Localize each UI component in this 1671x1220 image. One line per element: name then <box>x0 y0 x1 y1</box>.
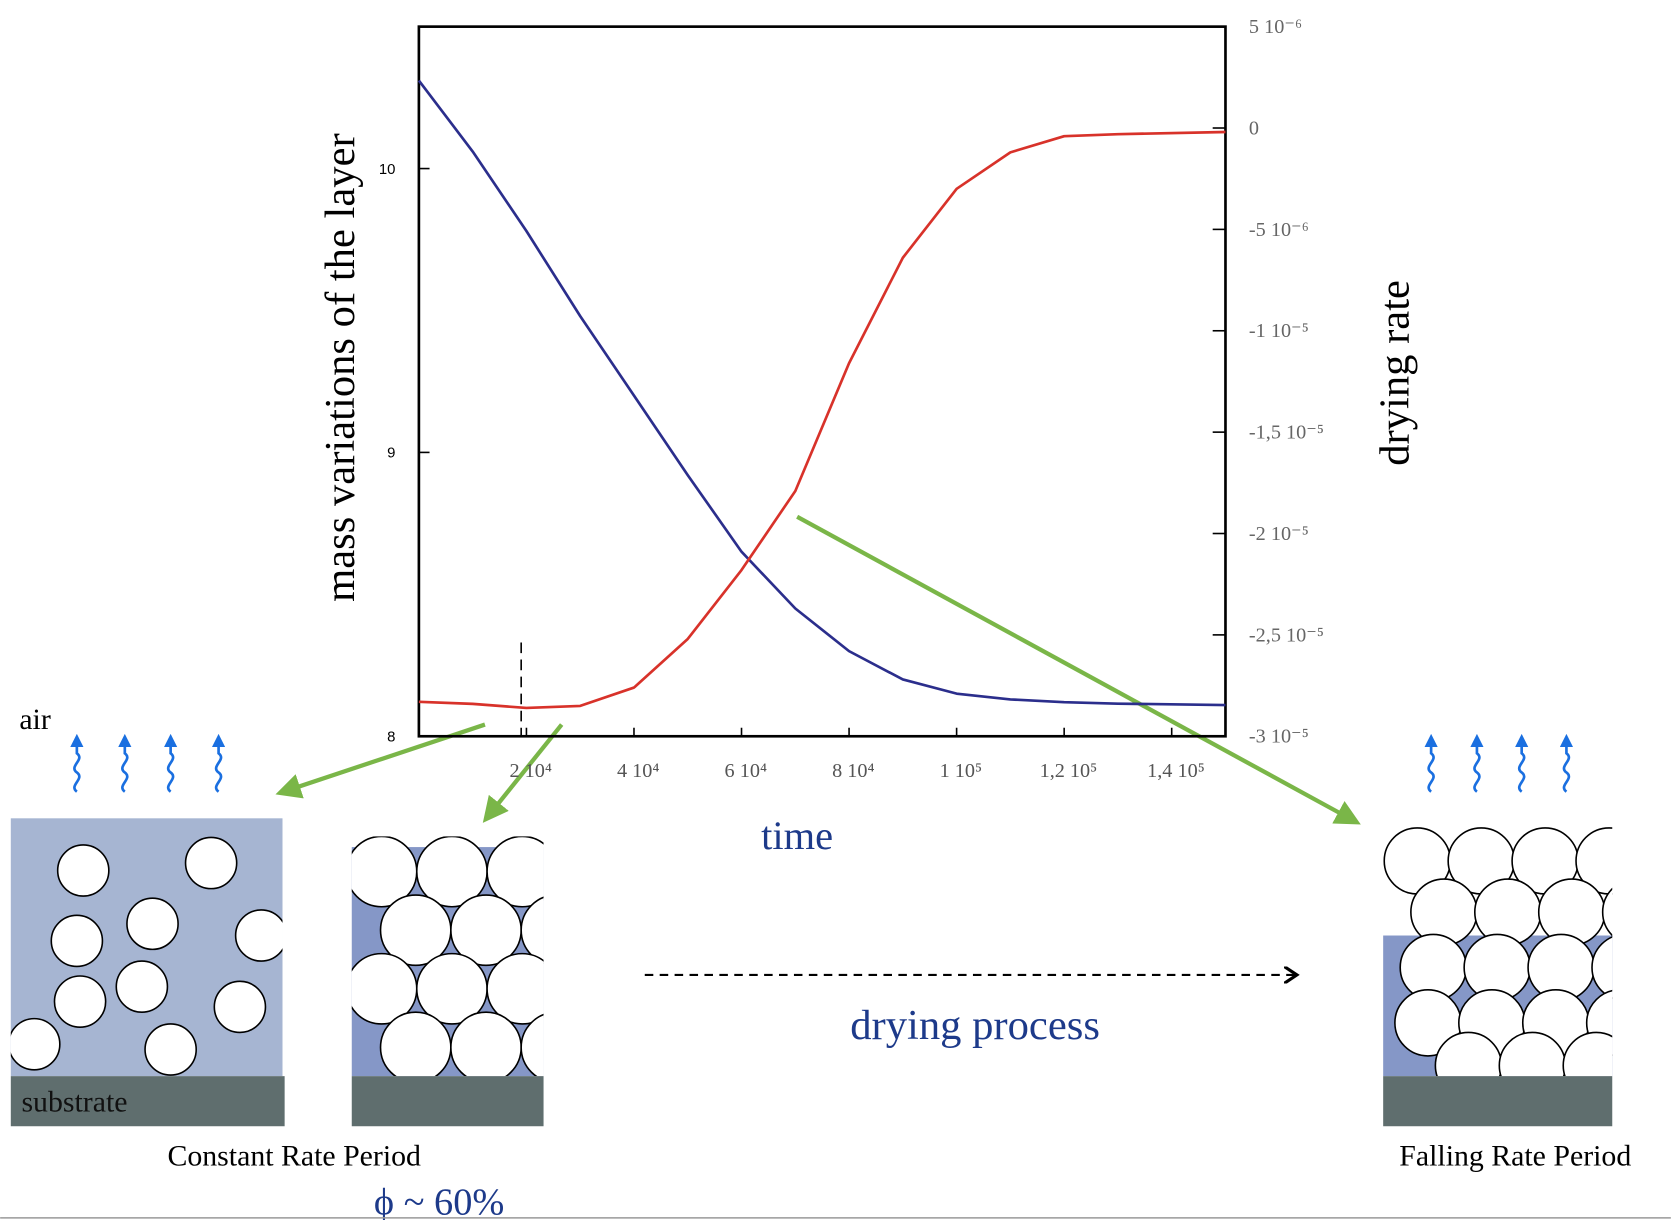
particle <box>379 1011 452 1077</box>
x-tick-label: 2 10⁴ <box>509 760 551 782</box>
evaporation-arrow <box>1470 733 1484 793</box>
particle <box>486 836 544 908</box>
particle <box>592 1012 662 1082</box>
particle <box>557 954 627 1024</box>
particle <box>450 1011 522 1077</box>
evaporation-arrow <box>163 733 178 793</box>
x-tick-label: 6 10⁴ <box>725 760 767 782</box>
plot-frame <box>417 25 1227 738</box>
evaporation-arrow <box>1515 733 1529 793</box>
particle <box>53 975 107 1028</box>
y-tick-label: 9 <box>387 446 395 462</box>
y2-tick-label: 5 10⁻⁶ <box>1249 16 1302 38</box>
evaporation-arrow <box>211 733 226 793</box>
x-tick-label: 1,2 10⁵ <box>1040 760 1098 782</box>
pointer-arrow <box>482 723 564 823</box>
particle <box>1410 878 1478 946</box>
particle <box>1601 887 1613 937</box>
evaporation-arrow <box>70 733 84 793</box>
series-line <box>418 130 1226 710</box>
x-axis-title: time <box>761 813 833 858</box>
particle <box>126 897 179 951</box>
particle <box>213 980 267 1034</box>
x-tick-label: 1 10⁵ <box>940 760 982 782</box>
pointer-arrow <box>275 722 486 799</box>
y2-tick-label: -2,5 10⁻⁵ <box>1249 624 1324 646</box>
y2-tick-label: -1 10⁻⁵ <box>1249 320 1309 342</box>
particle <box>520 896 544 964</box>
particle <box>1562 1031 1613 1077</box>
process-label: drying process <box>850 1002 1100 1049</box>
particle <box>115 960 169 1014</box>
evaporation-arrow <box>1424 733 1438 793</box>
stage-label: Falling Rate Period <box>1399 1140 1631 1173</box>
particle <box>184 836 238 890</box>
particle <box>10 1017 61 1071</box>
particle <box>56 844 110 897</box>
stage-label: Constant Rate Period <box>167 1140 421 1173</box>
x-tick-label: 1,4 10⁵ <box>1147 760 1205 782</box>
particle <box>592 895 662 965</box>
substrate <box>1383 1076 1613 1127</box>
y2-tick-label: -5 10⁻⁶ <box>1249 219 1309 241</box>
particle <box>520 1013 544 1077</box>
particle <box>1474 878 1542 946</box>
x-tick-label: 8 10⁴ <box>832 760 874 782</box>
particles <box>1383 827 1671 1098</box>
y2-tick-label: 0 <box>1249 117 1259 139</box>
chart: time mass variations of the layer drying… <box>317 16 1419 858</box>
series-line <box>417 79 1226 707</box>
evaporation-arrows <box>70 733 1574 793</box>
y-tick-label: 8 <box>387 730 395 746</box>
particle <box>1537 878 1606 946</box>
particle <box>50 914 104 968</box>
evaporation-arrow <box>118 733 132 793</box>
particle <box>234 909 283 962</box>
diagram: substrate air Constant Rate Period Falli… <box>0 514 1671 1220</box>
particle <box>1591 936 1613 999</box>
y2-tick-label: -1,5 10⁻⁵ <box>1249 422 1324 444</box>
particles <box>351 836 662 1082</box>
y-axis-title: mass variations of the layer <box>317 133 364 602</box>
y2-axis-title: drying rate <box>1372 280 1419 466</box>
y2-tick-label: -2 10⁻⁵ <box>1249 523 1309 545</box>
y2-tick-label: -3 10⁻⁵ <box>1249 726 1309 748</box>
packing-label: ϕ ~ 60% <box>374 1182 504 1220</box>
particles <box>10 836 283 1076</box>
y-tick-label: 10 <box>379 162 396 178</box>
substrate <box>10 1076 285 1127</box>
particle <box>1627 1032 1671 1098</box>
air-label: air <box>19 703 51 736</box>
particle <box>144 1023 197 1076</box>
pointer-arrow <box>796 514 1361 825</box>
substrate <box>351 1076 544 1127</box>
x-tick-label: 4 10⁴ <box>617 760 659 782</box>
particle <box>557 836 627 906</box>
particle <box>486 952 544 1025</box>
substrate-label: substrate <box>21 1085 127 1118</box>
evaporation-arrow <box>1559 733 1574 793</box>
